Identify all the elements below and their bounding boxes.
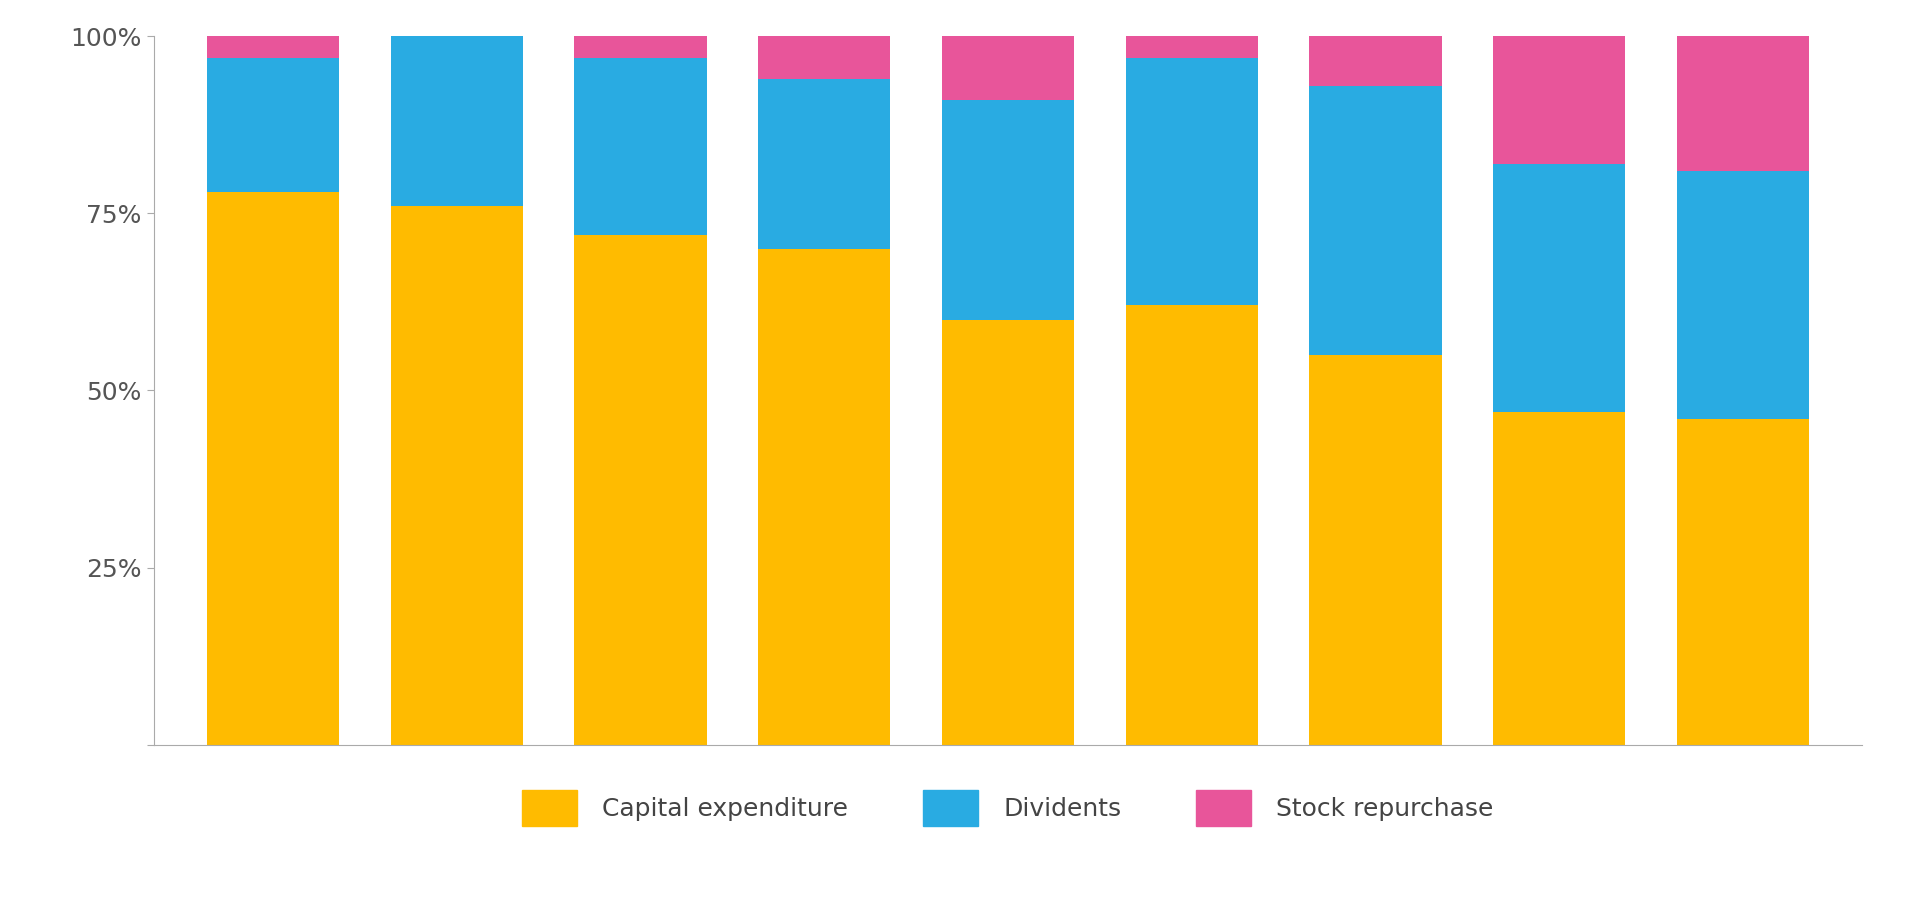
Bar — [1676, 171, 1809, 419]
Legend: Capital expenditure, Dividents, Stock repurchase: Capital expenditure, Dividents, Stock re… — [509, 778, 1507, 838]
Bar — [1309, 36, 1442, 86]
Bar — [1309, 86, 1442, 355]
Bar — [207, 192, 340, 745]
Bar — [943, 36, 1073, 100]
Bar — [943, 100, 1073, 320]
Bar — [574, 36, 707, 57]
Bar — [207, 36, 340, 57]
Bar — [758, 36, 891, 79]
Bar — [758, 249, 891, 745]
Bar — [943, 320, 1073, 745]
Bar — [1125, 305, 1258, 745]
Bar — [1494, 36, 1626, 163]
Bar — [1494, 411, 1626, 745]
Bar — [1125, 36, 1258, 57]
Bar — [574, 57, 707, 234]
Bar — [1309, 355, 1442, 745]
Bar — [390, 36, 522, 206]
Bar — [1125, 57, 1258, 305]
Bar — [758, 79, 891, 249]
Bar — [1676, 419, 1809, 745]
Bar — [574, 234, 707, 745]
Bar — [1494, 163, 1626, 411]
Bar — [390, 206, 522, 745]
Bar — [207, 57, 340, 192]
Bar — [1676, 36, 1809, 171]
